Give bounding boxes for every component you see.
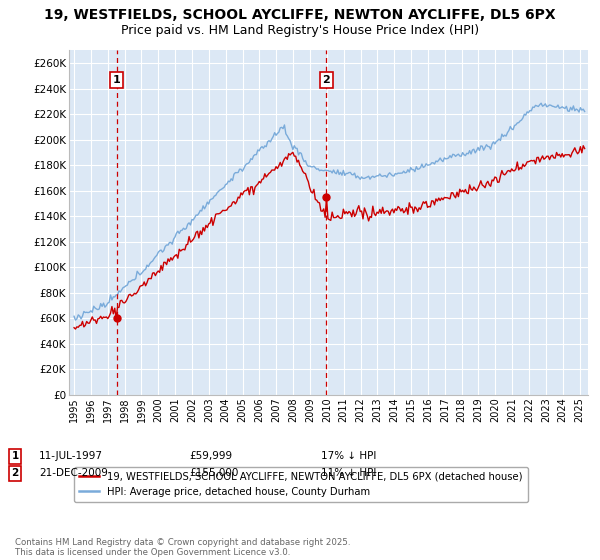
Text: 1: 1: [113, 74, 121, 85]
Text: Price paid vs. HM Land Registry's House Price Index (HPI): Price paid vs. HM Land Registry's House …: [121, 24, 479, 36]
Text: £155,000: £155,000: [189, 468, 238, 478]
Text: 11% ↓ HPI: 11% ↓ HPI: [321, 468, 376, 478]
Text: 2: 2: [11, 468, 19, 478]
Text: 2: 2: [322, 74, 330, 85]
Text: 21-DEC-2009: 21-DEC-2009: [39, 468, 108, 478]
Text: 11-JUL-1997: 11-JUL-1997: [39, 451, 103, 461]
Text: 19, WESTFIELDS, SCHOOL AYCLIFFE, NEWTON AYCLIFFE, DL5 6PX: 19, WESTFIELDS, SCHOOL AYCLIFFE, NEWTON …: [44, 8, 556, 22]
Text: 1: 1: [11, 451, 19, 461]
Text: £59,999: £59,999: [189, 451, 232, 461]
Text: Contains HM Land Registry data © Crown copyright and database right 2025.
This d: Contains HM Land Registry data © Crown c…: [15, 538, 350, 557]
Legend: 19, WESTFIELDS, SCHOOL AYCLIFFE, NEWTON AYCLIFFE, DL5 6PX (detached house), HPI:: 19, WESTFIELDS, SCHOOL AYCLIFFE, NEWTON …: [74, 467, 527, 502]
Text: 17% ↓ HPI: 17% ↓ HPI: [321, 451, 376, 461]
